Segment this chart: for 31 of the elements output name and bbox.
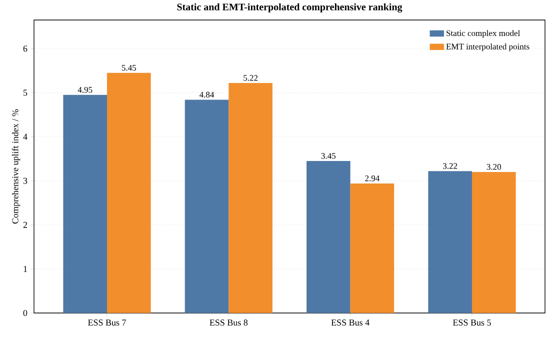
- data-label: 3.20: [486, 164, 501, 170]
- chart-title: Static and EMT-interpolated comprehensive ranking: [177, 3, 402, 12]
- y-axis-title: Comprehensive uplift index / %: [12, 109, 20, 224]
- bar: [472, 172, 516, 313]
- y-tick-label: 1: [24, 266, 27, 272]
- y-tick-label: 3: [23, 178, 28, 184]
- y-tick-label: 2: [23, 222, 27, 228]
- bar: [228, 83, 272, 313]
- legend-label: EMT interpolated points: [446, 43, 530, 52]
- x-tick-label: ESS Bus 5: [453, 320, 491, 326]
- y-tick-label: 4: [23, 134, 28, 140]
- bar: [107, 72, 151, 313]
- y-tick-label: 5: [23, 90, 28, 96]
- data-label: 4.84: [200, 92, 214, 98]
- bar: [428, 171, 472, 313]
- data-label: 3.45: [321, 153, 336, 159]
- y-tick-label: 6: [23, 46, 28, 52]
- data-label: 5.45: [122, 64, 136, 71]
- data-label: 3.22: [443, 163, 458, 169]
- data-label: 5.22: [244, 75, 258, 81]
- bar: [184, 100, 229, 313]
- x-tick-label: ESS Bus 7: [88, 320, 126, 326]
- bar: [350, 183, 394, 313]
- bar: [306, 160, 350, 313]
- legend-label: Static complex model: [446, 30, 520, 38]
- data-label: 2.94: [365, 176, 380, 182]
- y-tick-label: 0: [23, 310, 28, 316]
- data-label: 4.95: [78, 86, 92, 93]
- bar: [63, 94, 108, 313]
- x-tick-label: ESS Bus 8: [210, 320, 248, 326]
- x-tick-label: ESS Bus 4: [331, 320, 370, 326]
